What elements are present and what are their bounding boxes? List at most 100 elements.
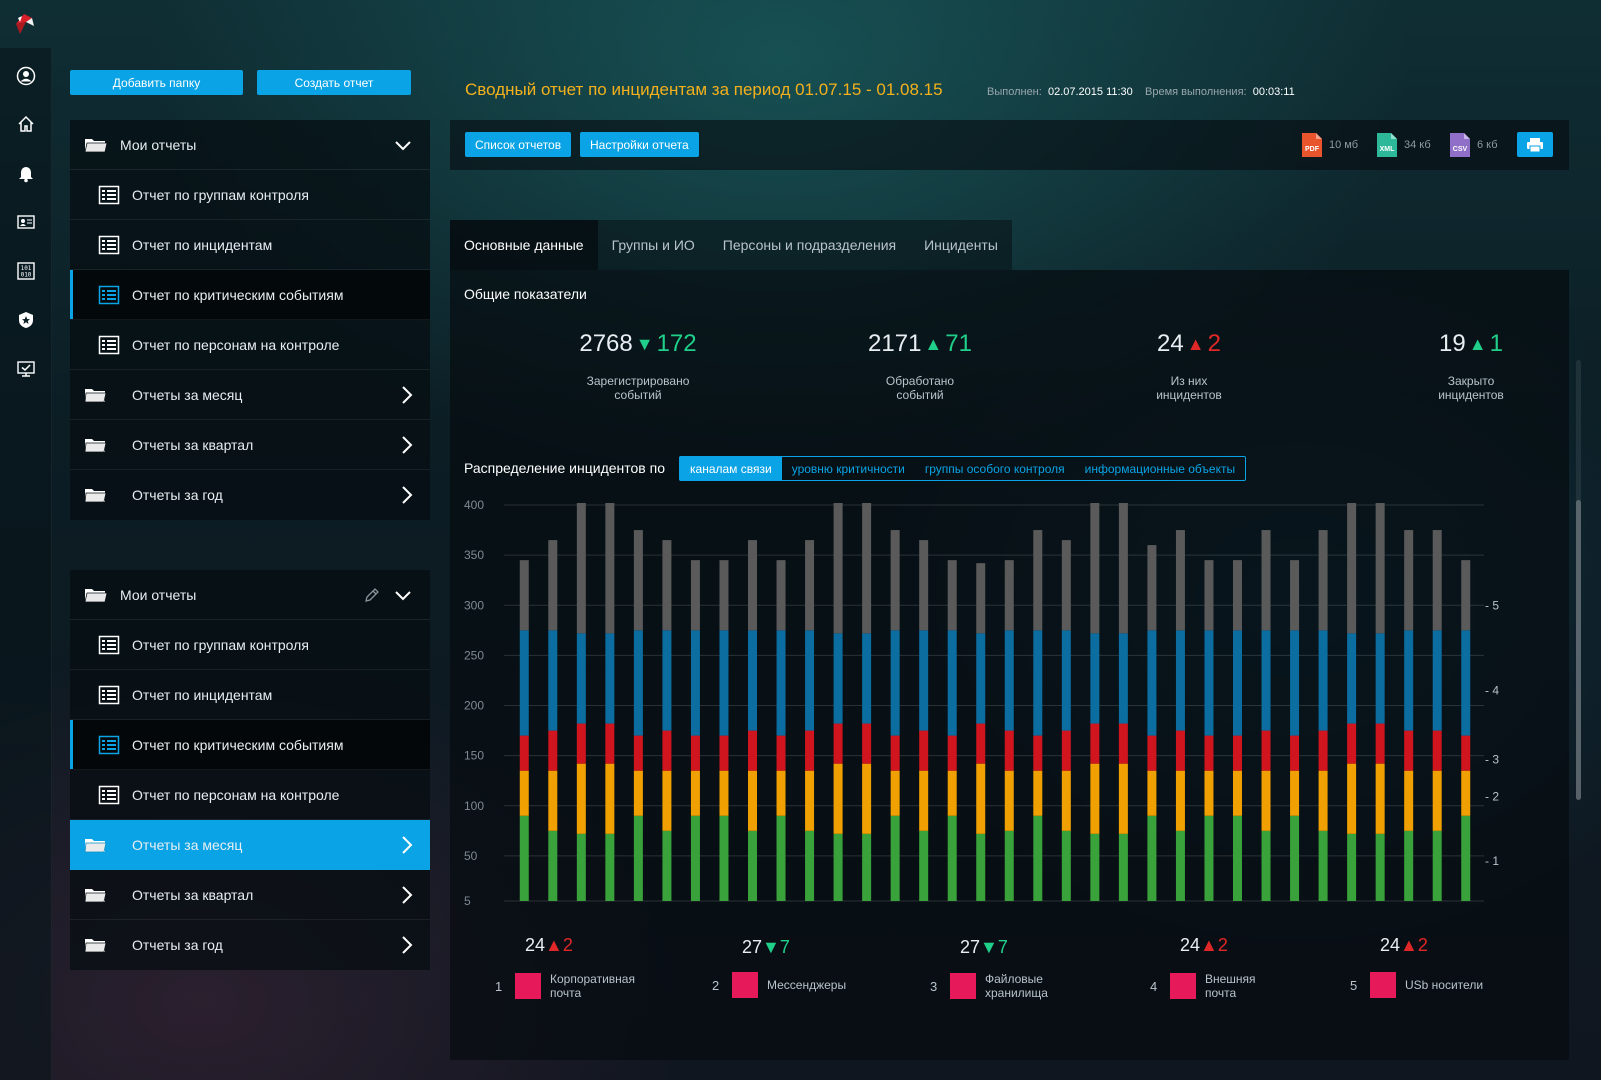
kpi-label: инцидентов [1156,388,1222,402]
bar-segment [748,540,757,631]
folder-icon [84,939,106,953]
csv-download[interactable]: CSV 6 кб [1450,132,1498,158]
bar-segment [605,502,615,634]
create-report-button[interactable]: Создать отчет [257,70,411,95]
home-icon[interactable] [14,112,38,136]
bar-segment [548,770,558,831]
bar-segment [833,763,843,834]
csv-file-icon: CSV [1450,133,1470,157]
tab-incidents[interactable]: Инциденты [924,237,998,253]
report-list-icon [98,335,120,354]
bar-segment [748,830,757,901]
bar-segment [1318,730,1328,771]
folder-item[interactable]: Отчеты за год [70,470,430,520]
tab-persons[interactable]: Персоны и подразделения [722,237,897,253]
main-content: Общие показатели 2768 ▼ 172 Зарегистриро… [450,270,1569,1060]
xml-download[interactable]: XML 34 кб [1377,132,1431,158]
folder-item-active[interactable]: Отчеты за месяц [70,820,430,870]
svg-text:010: 010 [21,272,32,279]
distribution-selector: каналам связи уровню критичности группы … [679,456,1247,481]
distribution-label: Распределение инцидентов по [464,460,665,476]
folder-item[interactable]: Отчеты за квартал [70,870,430,920]
bar-segment [862,633,872,724]
bar-segment [919,540,929,631]
bar-segment [605,723,615,764]
scrollbar-thumb[interactable] [1576,500,1581,800]
folder-item[interactable]: Отчеты за месяц [70,370,430,420]
report-item[interactable]: Отчет по группам контроля [70,620,430,670]
legend-item: 24 ▲ 2 4 Внешняя почта [1150,935,1350,1000]
folder-label: Отчеты за год [132,487,223,503]
pdf-download[interactable]: PDF 10 мб [1302,132,1358,158]
distribution-option-objects[interactable]: информационные объекты [1084,461,1236,476]
distribution-option-groups[interactable]: группы особого контроля [924,461,1065,476]
folder-item[interactable]: Отчеты за квартал [70,420,430,470]
report-list-icon [98,635,120,654]
distribution-option-channels[interactable]: каналам связи [680,457,782,480]
report-item-selected[interactable]: Отчет по критическим событиям [70,720,430,770]
legend-value: 24 [1380,935,1401,955]
panel-header[interactable]: Мои отчеты [70,120,430,170]
bar-segment [1261,830,1271,901]
folder-label: Отчеты за месяц [132,386,243,403]
bar-segment [976,763,986,834]
tab-main-data[interactable]: Основные данные [450,220,598,270]
id-card-icon[interactable] [14,210,38,234]
print-button[interactable] [1517,132,1553,157]
bar-segment [690,630,700,736]
chevron-right-icon [402,835,413,854]
bar-segment [1404,730,1414,771]
page-scrollbar[interactable] [1576,360,1581,800]
bar-segment [690,735,700,771]
report-list-button[interactable]: Список отчетов [465,132,572,157]
chevron-down-icon[interactable] [394,139,412,151]
report-settings-button[interactable]: Настройки отчета [580,132,699,157]
chevron-down-icon[interactable] [394,589,412,601]
pencil-icon[interactable] [364,587,380,603]
report-item-selected[interactable]: Отчет по критическим событиям [70,270,430,320]
bell-icon[interactable] [14,161,38,185]
report-item[interactable]: Отчет по группам контроля [70,170,430,220]
app-logo[interactable] [12,10,38,38]
report-item[interactable]: Отчет по инцидентам [70,670,430,720]
y-tick-label: 50 [464,849,478,863]
user-icon[interactable] [14,64,38,88]
panel-title: Мои отчеты [120,586,197,603]
bar-segment [576,833,586,901]
bar-segment [1290,735,1300,771]
y-tick-label: 300 [464,598,484,612]
legend-name: USb носители [1405,978,1484,992]
legend-name: почта [1205,986,1237,1000]
report-item[interactable]: Отчет по персонам на контроле [70,770,430,820]
bar-segment [1061,630,1071,731]
bar-segment [548,730,558,771]
binary-icon[interactable]: 101 010 [14,259,38,283]
printer-icon [1527,137,1543,152]
bar-segment [1147,815,1157,901]
bar-segment [805,630,815,731]
bar-segment [519,815,529,901]
bar-segment [1347,833,1357,901]
bar-segment [805,770,815,831]
legend-swatch [732,972,758,998]
kpi-label: событий [614,388,662,402]
folder-item[interactable]: Отчеты за год [70,920,430,970]
bar-segment [633,735,643,771]
report-item[interactable]: Отчет по персонам на контроле [70,320,430,370]
right-tick-label: - 1 [1485,854,1499,868]
panel-header[interactable]: Мои отчеты [70,570,430,620]
bar-segment [1033,770,1043,816]
bar-segment [1461,735,1471,771]
police-badge-icon[interactable] [14,308,38,332]
distribution-option-criticality[interactable]: уровню критичности [791,461,905,476]
legend-index: 3 [930,978,938,994]
add-folder-button[interactable]: Добавить папку [70,70,243,95]
legend-value: 27 [960,937,981,957]
tab-groups[interactable]: Группы и ИО [611,237,695,253]
report-list-icon [98,235,120,254]
bar-segment [1375,833,1385,901]
report-item[interactable]: Отчет по инцидентам [70,220,430,270]
bar-segment [776,735,786,771]
monitor-check-icon[interactable] [14,357,38,381]
bar-segment [1233,815,1242,901]
